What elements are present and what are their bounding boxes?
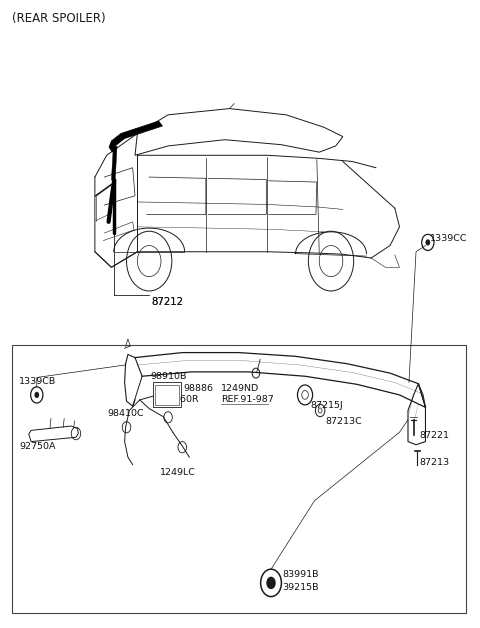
Text: REF.91-987: REF.91-987 (221, 395, 274, 404)
Text: 1249LC: 1249LC (159, 468, 195, 477)
Text: 98410C: 98410C (108, 409, 144, 418)
Text: 39215B: 39215B (282, 583, 319, 592)
Text: H0160R: H0160R (161, 394, 199, 404)
Text: 87221: 87221 (420, 431, 449, 440)
Text: 87212: 87212 (152, 297, 183, 307)
Text: 87213C: 87213C (326, 418, 362, 426)
Bar (156, 385, 179, 405)
Bar (153, 382, 181, 408)
Text: (REAR SPOILER): (REAR SPOILER) (12, 12, 106, 25)
Text: 87212: 87212 (152, 297, 183, 307)
Bar (12, 345, 466, 613)
Circle shape (266, 577, 276, 589)
Circle shape (35, 392, 39, 398)
Text: 87213: 87213 (420, 458, 449, 467)
Text: 83991B: 83991B (282, 570, 319, 578)
Text: 1339CB: 1339CB (19, 377, 57, 386)
Polygon shape (111, 146, 117, 180)
Polygon shape (109, 121, 162, 152)
Text: 87215J: 87215J (311, 401, 344, 410)
Text: 92750A: 92750A (19, 441, 56, 451)
Text: 1339CC: 1339CC (430, 234, 468, 242)
Text: 1249ND: 1249ND (221, 384, 259, 393)
Text: 98910B: 98910B (150, 372, 186, 381)
Circle shape (425, 239, 430, 246)
Text: 98886: 98886 (183, 384, 213, 393)
